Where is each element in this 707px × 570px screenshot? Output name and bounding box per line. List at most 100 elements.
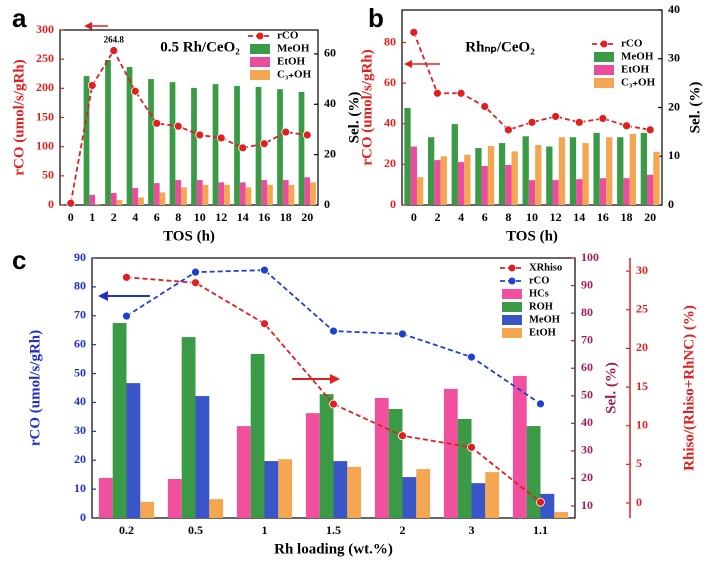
panel-label: b — [368, 3, 384, 33]
x-axis-label: TOS (h) — [163, 228, 215, 244]
bar — [169, 82, 176, 205]
line-point — [329, 399, 338, 409]
legend-swatch — [502, 302, 522, 312]
bar — [443, 388, 458, 518]
bar — [212, 84, 219, 205]
legend-swatch — [594, 65, 614, 75]
x-tick-label: 16 — [597, 210, 609, 224]
line-point — [216, 133, 226, 143]
y2-tick-label: 20 — [324, 146, 336, 160]
bar — [374, 397, 389, 518]
legend-label: C₃₊OH — [277, 69, 312, 81]
y2-tick-label: 10 — [581, 498, 593, 512]
bar — [475, 147, 482, 205]
bar — [264, 461, 279, 518]
bar — [239, 182, 246, 205]
legend-swatch — [502, 328, 522, 338]
y2-tick-label: 50 — [581, 388, 593, 402]
legend-swatch — [502, 289, 522, 299]
y-tick-label: 80 — [384, 34, 396, 48]
bar — [464, 154, 471, 205]
x-tick-label: 1 — [262, 523, 268, 537]
y2-tick-label: 90 — [581, 277, 593, 291]
legend-swatch — [594, 78, 614, 88]
legend-label: C₃₊OH — [621, 77, 656, 89]
line-point — [302, 130, 312, 140]
y-tick-label: 50 — [74, 365, 86, 379]
bar — [505, 165, 512, 205]
x-tick-label: 2 — [434, 210, 440, 224]
panel-title: 0.5 Rh/CeO₂ — [160, 39, 240, 55]
y-tick-label: 20 — [74, 452, 86, 466]
legend-label: EtOH — [277, 56, 306, 68]
arrow-head — [404, 60, 412, 68]
y-tick-label: 100 — [36, 138, 54, 152]
x-tick-label: 14 — [237, 210, 249, 224]
x-tick-label: 18 — [621, 210, 633, 224]
bar — [159, 192, 166, 205]
panel-title: Rhₙₚ/CeO₂ — [465, 39, 535, 55]
legend-label: HCs — [529, 288, 549, 299]
bar — [196, 180, 203, 205]
bar — [310, 182, 316, 205]
y2-tick-label: 70 — [581, 332, 593, 346]
line-point — [260, 265, 269, 275]
x-tick-label: 12 — [215, 210, 227, 224]
legend-swatch — [250, 44, 270, 54]
y-tick-label: 60 — [74, 336, 86, 350]
line-point — [122, 272, 131, 282]
legend-label: XRhiso — [529, 262, 562, 273]
bar — [347, 466, 362, 518]
bar — [546, 146, 553, 205]
bar — [277, 89, 283, 205]
x-tick-label: 0.2 — [119, 523, 134, 537]
bar — [250, 353, 265, 518]
x-axis-label: TOS (h) — [506, 228, 558, 244]
bar — [110, 192, 117, 205]
y-tick-label: 300 — [36, 22, 54, 36]
line-point — [329, 326, 338, 336]
line-point — [398, 431, 407, 441]
panel-label: c — [12, 245, 26, 275]
bar — [175, 180, 182, 205]
bar — [278, 459, 293, 518]
line-point — [622, 121, 631, 131]
bar — [487, 146, 495, 205]
bar — [535, 145, 542, 205]
bar — [640, 132, 648, 205]
panel-label: a — [12, 3, 27, 33]
y3-tick-label: 20 — [636, 340, 648, 354]
y-tick-label: 200 — [36, 80, 54, 94]
y-tick-label: 10 — [74, 481, 86, 495]
y3-axis-label: Rhiso/(Rhiso+RhNC) (%) — [681, 305, 697, 471]
legend-label: rCO — [621, 38, 643, 50]
legend-swatch — [250, 57, 270, 67]
bar — [552, 180, 559, 205]
bar — [416, 177, 424, 205]
y-tick-label: 30 — [74, 423, 86, 437]
line-point — [87, 81, 97, 90]
line-point — [536, 497, 545, 507]
x-tick-label: 6 — [482, 210, 488, 224]
x-tick-label: 6 — [154, 210, 160, 224]
bar — [261, 180, 268, 205]
bar — [195, 396, 210, 518]
x-tick-label: 20 — [301, 210, 313, 224]
line-point — [191, 278, 200, 288]
line-point — [398, 329, 407, 339]
bar — [528, 180, 536, 205]
x-tick-label: 8 — [175, 210, 181, 224]
line-point — [467, 442, 476, 452]
y2-tick-label: 100 — [581, 250, 599, 264]
legend-label: EtOH — [621, 64, 650, 76]
legend-label: MeOH — [529, 314, 560, 325]
bar — [140, 501, 155, 518]
bar — [481, 166, 488, 205]
bar — [218, 182, 225, 205]
x-tick-label: 20 — [644, 210, 656, 224]
y2-tick-label: 60 — [581, 360, 593, 374]
bar — [440, 156, 447, 205]
legend-swatch — [594, 52, 614, 62]
x-tick-label: 0.5 — [188, 523, 203, 537]
bar — [404, 107, 411, 205]
